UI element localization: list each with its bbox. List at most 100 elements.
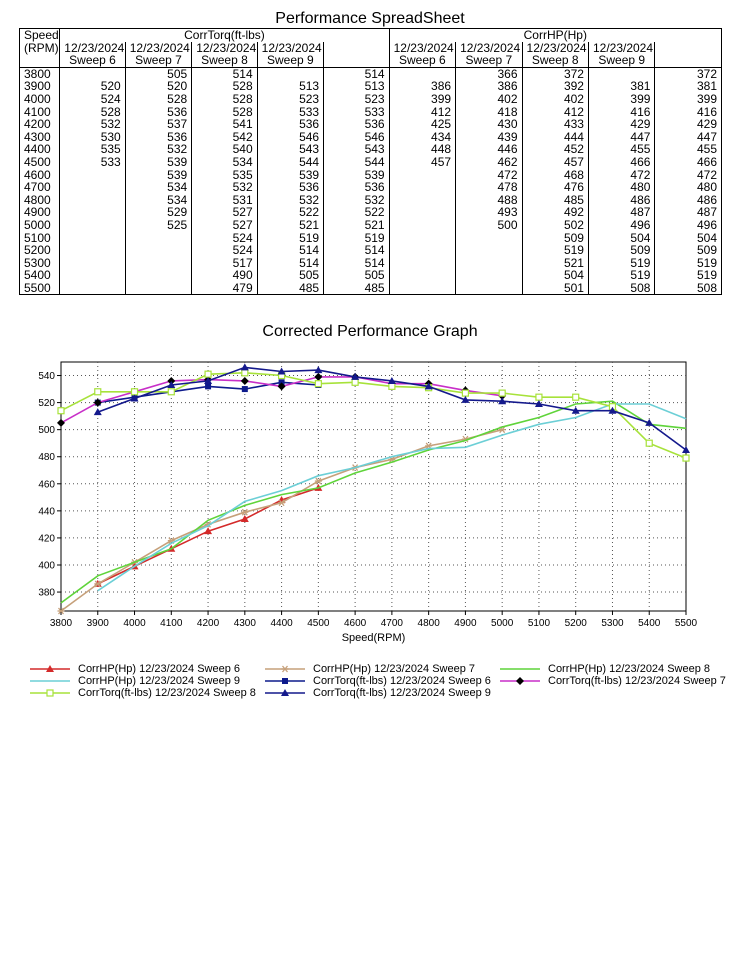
data-point	[314, 366, 323, 374]
hp-group-header: CorrHP(Hp)	[388, 27, 723, 42]
x-tick-label: 4500	[307, 618, 330, 629]
y-tick-label: 500	[38, 425, 55, 436]
value-cell: 540	[191, 143, 258, 156]
value-cell: 366	[455, 67, 523, 81]
value-cell: 514	[256, 257, 325, 270]
data-point	[278, 379, 285, 386]
value-cell: 455	[587, 143, 656, 156]
data-point	[461, 395, 470, 403]
hp-date-header: 12/23/2024	[388, 41, 457, 55]
torque-blank-header	[323, 54, 390, 68]
legend-swatch	[30, 665, 70, 672]
value-cell	[59, 244, 126, 257]
y-tick-label: 540	[38, 371, 55, 382]
speed-cell: 5400	[18, 269, 61, 282]
value-cell	[59, 218, 126, 232]
torque-sweep-header: Sweep 9	[256, 54, 325, 68]
value-cell: 402	[521, 93, 589, 106]
x-tick-label: 4200	[197, 618, 220, 629]
x-tick-label: 5400	[638, 618, 661, 629]
speed-cell: 4500	[18, 156, 61, 169]
spreadsheet-title: Performance SpreadSheet	[275, 10, 465, 27]
data-point	[424, 382, 433, 390]
data-point	[645, 439, 653, 447]
value-cell: 485	[256, 282, 325, 296]
value-cell: 399	[587, 93, 656, 106]
data-point	[277, 367, 286, 375]
data-point	[240, 376, 249, 385]
value-cell: 480	[587, 181, 656, 194]
value-cell: 472	[654, 168, 722, 182]
value-cell: 434	[388, 131, 457, 144]
table-row: 5200 524 514 514 519 509 509	[18, 244, 722, 257]
value-cell: 524	[59, 93, 126, 106]
value-cell: 539	[124, 168, 193, 182]
data-point	[461, 389, 470, 397]
value-cell: 509	[587, 244, 656, 257]
value-cell: 528	[124, 93, 193, 106]
table-row: 4300 530 536 542 546 546 434 439 444 447 447	[18, 131, 722, 144]
y-tick-label: 380	[38, 588, 55, 599]
value-cell: 429	[654, 118, 722, 131]
value-cell	[388, 181, 457, 194]
x-tick-label: 3900	[87, 618, 110, 629]
value-cell: 528	[191, 105, 258, 119]
value-cell: 447	[654, 131, 722, 144]
value-cell: 381	[654, 80, 722, 93]
value-cell: 430	[455, 118, 523, 131]
legend-swatch	[500, 677, 540, 685]
table-row: 5400 490 505 505 504 519 519	[18, 269, 722, 282]
rpm-header: (RPM)	[18, 41, 61, 55]
value-cell: 468	[521, 168, 589, 182]
value-cell: 514	[323, 257, 390, 270]
series-7	[57, 369, 690, 462]
legend-label: CorrTorq(ft-lbs) 12/23/2024 Sweep 9	[313, 687, 491, 699]
value-cell: 505	[124, 67, 193, 81]
torque-date-header: 12/23/2024	[191, 41, 258, 55]
value-cell: 541	[191, 118, 258, 131]
table-row: 5500 479 485 485 501 508 508	[18, 282, 722, 296]
x-tick-label: 5500	[675, 618, 698, 629]
legend-swatch	[30, 680, 70, 682]
value-cell: 533	[256, 105, 325, 119]
table-row: 4900 529 527 522 522 493 492 487 487	[18, 206, 722, 219]
value-cell: 528	[191, 80, 258, 93]
speed-cell: 4000	[18, 93, 61, 106]
value-cell: 496	[654, 219, 722, 232]
value-cell	[59, 181, 126, 194]
speed-cell: 5100	[18, 231, 61, 245]
data-point	[351, 372, 360, 380]
value-cell: 539	[256, 168, 325, 182]
value-cell: 508	[654, 282, 722, 296]
data-point	[498, 397, 507, 405]
value-cell: 534	[124, 181, 193, 194]
table-row: 4700 534 532 536 536 478 476 480 480	[18, 181, 722, 194]
data-point	[241, 386, 248, 393]
table-row: 4600 539 535 539 539 472 468 472 472	[18, 168, 722, 182]
value-cell	[59, 193, 126, 207]
value-cell: 535	[191, 168, 258, 182]
value-cell: 457	[388, 156, 457, 169]
legend-swatch	[265, 665, 305, 673]
speed-cell: 4300	[18, 131, 61, 144]
value-cell: 530	[59, 131, 126, 144]
value-cell	[388, 244, 457, 257]
value-cell: 522	[256, 206, 325, 219]
table-row: 5000 525 527 521 521 500 502 496 496	[18, 218, 722, 232]
value-cell: 519	[256, 231, 325, 245]
value-cell: 536	[124, 105, 193, 119]
y-tick-label: 460	[38, 479, 55, 490]
torque-date-header: 12/23/2024	[124, 41, 193, 55]
data-point	[167, 381, 176, 389]
value-cell: 501	[521, 282, 589, 296]
speed-cell: 5500	[18, 282, 61, 296]
torque-sweep-header: Sweep 6	[59, 54, 126, 68]
x-tick-label: 4700	[381, 618, 404, 629]
value-cell: 543	[256, 143, 325, 156]
legend-label: CorrHP(Hp) 12/23/2024 Sweep 9	[78, 675, 241, 687]
value-cell	[256, 67, 325, 81]
x-tick-label: 4000	[123, 618, 146, 629]
x-tick-label: 3800	[50, 618, 73, 629]
value-cell: 496	[587, 219, 656, 232]
speed-cell: 5300	[18, 257, 61, 270]
